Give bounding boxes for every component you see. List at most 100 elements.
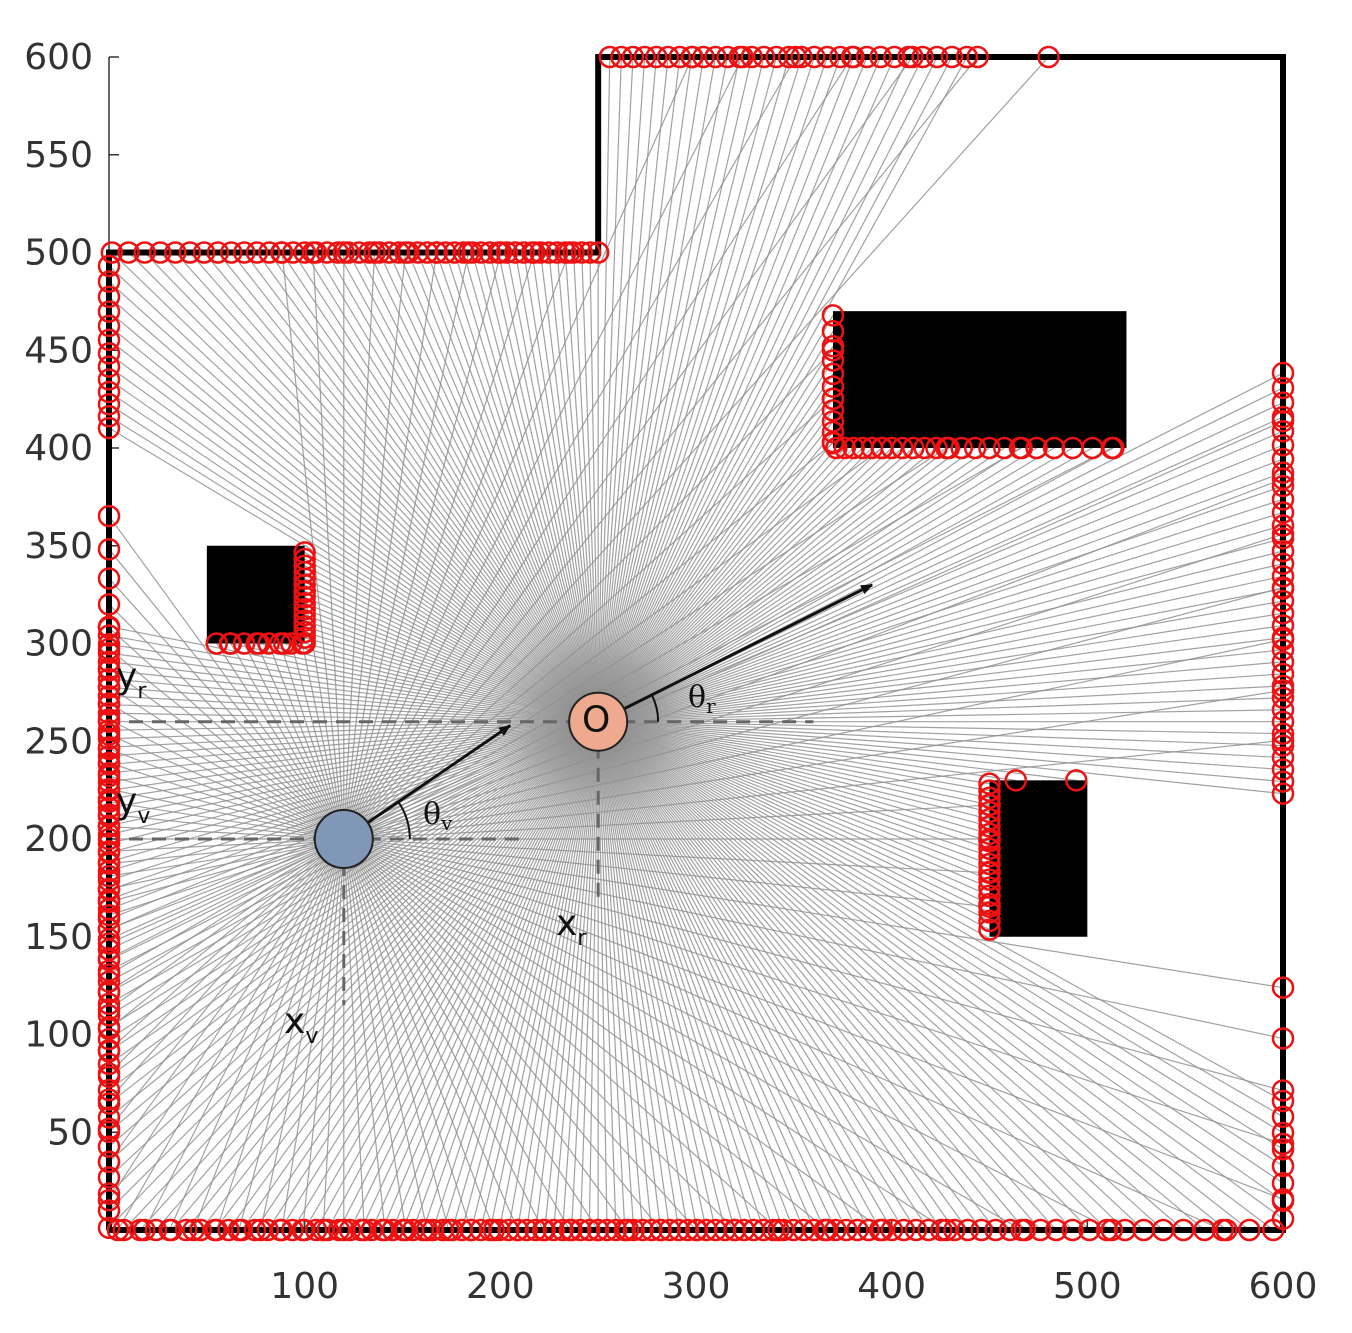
laser-ray bbox=[200, 721, 599, 1231]
laser-ray bbox=[402, 721, 599, 1231]
laser-ray bbox=[143, 838, 345, 1231]
scan-hit-marker bbox=[1271, 1132, 1295, 1156]
scan-hit-marker bbox=[1271, 614, 1295, 637]
scan-hit-marker bbox=[1271, 1138, 1295, 1161]
scan-hit-marker bbox=[459, 1218, 483, 1242]
laser-ray bbox=[108, 721, 599, 1229]
scan-hit-marker bbox=[970, 1218, 993, 1242]
scan-hit-marker bbox=[97, 1088, 121, 1111]
laser-ray bbox=[598, 721, 1284, 795]
laser-ray bbox=[108, 661, 599, 723]
laser-ray bbox=[337, 252, 599, 722]
laser-ray bbox=[597, 721, 983, 1231]
scan-hit-marker bbox=[164, 241, 187, 264]
scan-hit-marker bbox=[489, 241, 513, 264]
laser-ray bbox=[343, 838, 571, 1231]
scan-hit-marker bbox=[97, 852, 121, 875]
laser-ray bbox=[343, 420, 1284, 840]
laser-ray bbox=[268, 252, 599, 723]
scan-hit-marker bbox=[740, 45, 764, 69]
laser-ray bbox=[598, 721, 1284, 747]
laser-ray bbox=[108, 721, 599, 791]
laser-ray bbox=[407, 252, 599, 722]
laser-ray bbox=[598, 721, 990, 820]
laser-ray bbox=[279, 643, 345, 840]
scan-hit-marker bbox=[97, 405, 121, 428]
laser-ray bbox=[597, 721, 765, 1231]
laser-ray bbox=[343, 804, 990, 840]
laser-ray bbox=[597, 721, 689, 1231]
laser-ray bbox=[108, 721, 599, 809]
scan-hit-marker bbox=[1113, 1218, 1137, 1242]
theta-v-arc bbox=[397, 801, 411, 840]
scan-hit-marker bbox=[1271, 522, 1295, 546]
x-tick-label: 500 bbox=[1053, 1266, 1122, 1307]
scan-hit-marker bbox=[97, 538, 121, 561]
scan-hit-marker bbox=[293, 591, 316, 615]
scan-hit-marker bbox=[97, 380, 121, 404]
laser-ray bbox=[343, 638, 1284, 840]
scan-hit-marker bbox=[911, 45, 934, 69]
y-tick-label: 400 bbox=[24, 428, 93, 469]
laser-ray bbox=[343, 838, 1284, 1200]
laser-ray bbox=[343, 739, 1284, 840]
scan-hit-marker bbox=[97, 1038, 121, 1062]
laser-ray bbox=[343, 56, 913, 840]
scan-hit-marker bbox=[821, 349, 845, 372]
laser-ray bbox=[108, 415, 599, 723]
scan-hit-marker bbox=[815, 45, 839, 69]
scan-hit-marker bbox=[293, 609, 316, 632]
laser-ray bbox=[598, 588, 1284, 723]
laser-ray bbox=[598, 649, 1284, 723]
laser-ray bbox=[597, 56, 717, 722]
scan-hit-marker bbox=[695, 1218, 718, 1242]
laser-ray bbox=[597, 721, 990, 931]
laser-ray bbox=[108, 838, 345, 960]
scan-hit-marker bbox=[97, 567, 121, 590]
scan-hit-marker bbox=[97, 970, 121, 993]
laser-ray bbox=[304, 614, 599, 723]
scan-hit-marker bbox=[301, 241, 325, 264]
laser-ray bbox=[581, 252, 599, 722]
laser-ray bbox=[597, 721, 1090, 1231]
laser-ray bbox=[343, 447, 883, 840]
scan-hit-marker bbox=[860, 436, 884, 460]
scan-hit-marker bbox=[645, 45, 668, 69]
scan-hit-marker bbox=[97, 368, 121, 391]
laser-ray bbox=[597, 447, 1114, 723]
scan-hit-marker bbox=[219, 632, 243, 655]
laser-ray bbox=[343, 442, 834, 840]
laser-ray bbox=[108, 838, 345, 1030]
scan-hit-marker bbox=[97, 684, 121, 708]
scan-hit-marker bbox=[883, 45, 906, 69]
y-tick-label: 50 bbox=[47, 1112, 93, 1153]
scan-hit-marker bbox=[1100, 1218, 1124, 1242]
scan-hit-marker bbox=[469, 1218, 492, 1242]
scan-hit-marker bbox=[326, 241, 350, 264]
scan-hit-marker bbox=[978, 895, 1001, 919]
laser-ray bbox=[108, 721, 599, 740]
scan-hit-marker bbox=[1271, 565, 1295, 588]
scan-hit-marker bbox=[821, 387, 845, 411]
scan-hit-marker bbox=[97, 1166, 121, 1189]
scan-hit-marker bbox=[1271, 376, 1295, 400]
laser-ray bbox=[598, 721, 1284, 783]
scan-hit-marker bbox=[182, 1218, 205, 1242]
laser-ray bbox=[343, 838, 1284, 1092]
scan-hit-marker bbox=[97, 1078, 121, 1102]
laser-ray bbox=[597, 416, 1284, 723]
laser-ray bbox=[597, 721, 1274, 1231]
scan-hit-marker bbox=[978, 779, 1001, 802]
laser-ray bbox=[343, 838, 697, 1231]
laser-ray bbox=[174, 252, 599, 723]
scan-hit-marker bbox=[1044, 1218, 1068, 1242]
y-tick-label: 150 bbox=[24, 917, 93, 958]
laser-ray bbox=[304, 571, 599, 723]
scan-hit-marker bbox=[158, 1218, 181, 1242]
laser-ray bbox=[343, 838, 407, 1231]
laser-ray bbox=[216, 643, 345, 840]
laser-ray bbox=[597, 721, 1284, 1220]
laser-ray bbox=[170, 721, 599, 1231]
vehicle-heading-arrow bbox=[342, 724, 511, 841]
laser-ray bbox=[597, 721, 826, 1231]
